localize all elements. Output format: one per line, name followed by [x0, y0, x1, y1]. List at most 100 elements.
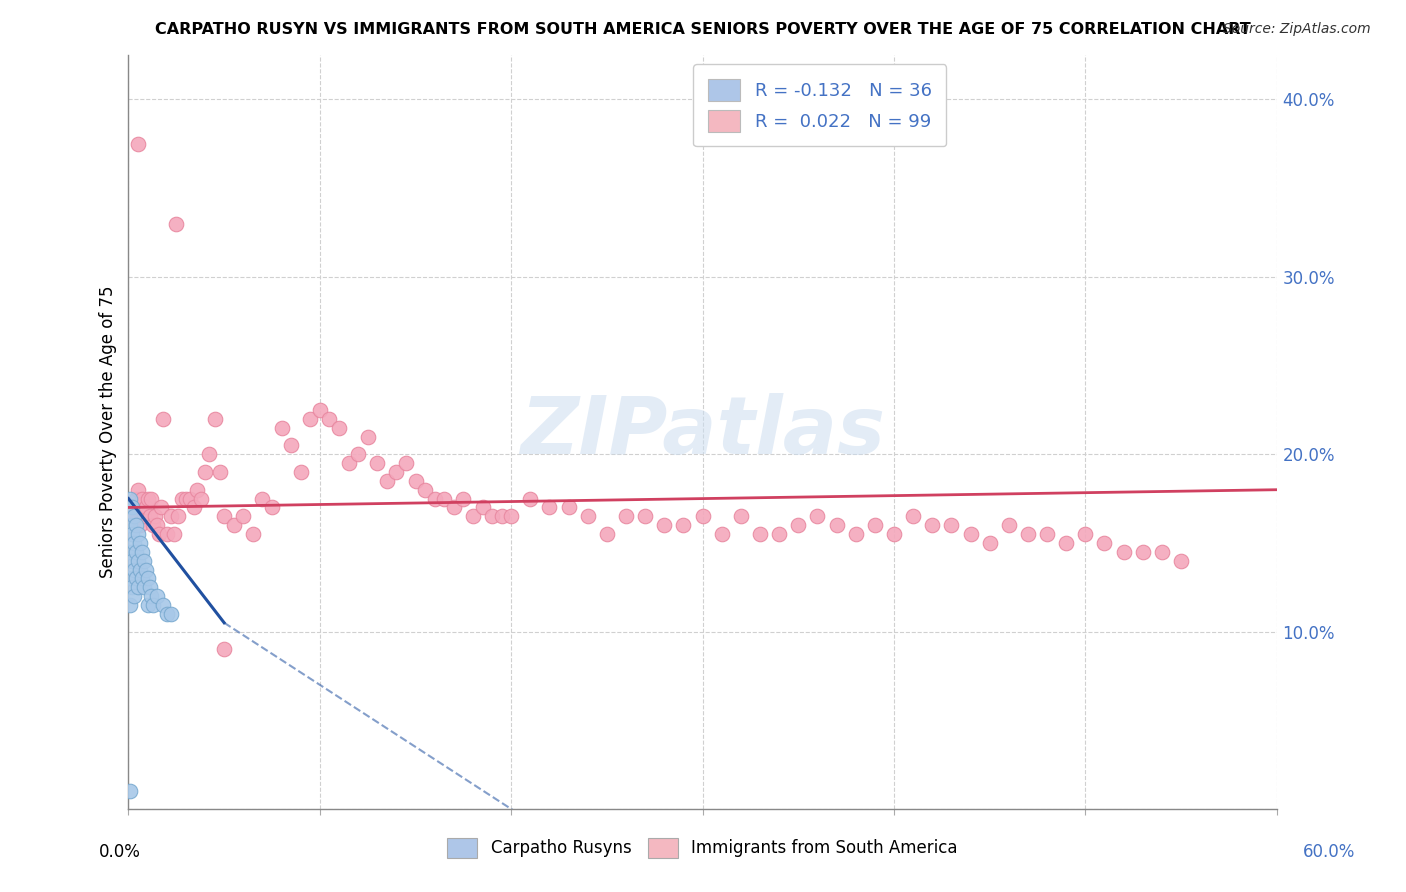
Point: [308, 403, 330, 417]
Point: [121, 527, 143, 541]
Point: [129, 536, 152, 550]
Point: [146, 589, 169, 603]
Point: [127, 483, 149, 497]
Point: [1094, 536, 1116, 550]
Point: [318, 411, 340, 425]
Point: [179, 491, 201, 506]
Point: [122, 562, 145, 576]
Point: [174, 491, 197, 506]
Point: [132, 580, 155, 594]
Point: [883, 527, 905, 541]
Point: [730, 509, 752, 524]
Point: [634, 509, 657, 524]
Point: [135, 500, 157, 515]
Point: [183, 500, 205, 515]
Point: [614, 509, 637, 524]
Point: [129, 562, 152, 576]
Point: [127, 580, 149, 594]
Point: [120, 598, 142, 612]
Point: [159, 509, 181, 524]
Point: [979, 536, 1001, 550]
Point: [152, 598, 174, 612]
Point: [136, 598, 159, 612]
Point: [194, 465, 217, 479]
Point: [1170, 554, 1192, 568]
Point: [596, 527, 619, 541]
Point: [131, 571, 153, 585]
Point: [222, 518, 245, 533]
Text: ZIPatlas: ZIPatlas: [520, 393, 886, 471]
Point: [232, 509, 254, 524]
Point: [132, 554, 155, 568]
Point: [901, 509, 924, 524]
Point: [672, 518, 695, 533]
Point: [252, 491, 274, 506]
Point: [212, 642, 235, 657]
Point: [692, 509, 714, 524]
Point: [150, 500, 173, 515]
Point: [186, 483, 208, 497]
Point: [209, 465, 232, 479]
Point: [768, 527, 790, 541]
Text: 60.0%: 60.0%: [1302, 843, 1355, 861]
Point: [120, 784, 142, 798]
Point: [347, 447, 370, 461]
Point: [127, 136, 149, 151]
Point: [156, 527, 179, 541]
Point: [156, 607, 179, 621]
Point: [146, 518, 169, 533]
Point: [122, 509, 145, 524]
Point: [122, 589, 145, 603]
Y-axis label: Seniors Poverty Over the Age of 75: Seniors Poverty Over the Age of 75: [100, 285, 117, 578]
Point: [652, 518, 675, 533]
Point: [845, 527, 868, 541]
Point: [141, 491, 163, 506]
Point: [710, 527, 733, 541]
Point: [121, 580, 143, 594]
Point: [138, 580, 160, 594]
Point: [260, 500, 283, 515]
Point: [165, 217, 187, 231]
Point: [143, 509, 166, 524]
Point: [519, 491, 541, 506]
Point: [491, 509, 513, 524]
Point: [170, 491, 193, 506]
Point: [198, 447, 221, 461]
Point: [328, 420, 350, 434]
Point: [375, 474, 398, 488]
Point: [299, 411, 322, 425]
Point: [142, 518, 165, 533]
Point: [125, 571, 148, 585]
Point: [471, 500, 494, 515]
Point: [121, 500, 143, 515]
Point: [1132, 545, 1154, 559]
Point: [125, 491, 148, 506]
Point: [121, 554, 143, 568]
Point: [121, 500, 143, 515]
Text: Source: ZipAtlas.com: Source: ZipAtlas.com: [1223, 22, 1371, 37]
Point: [270, 420, 292, 434]
Point: [136, 491, 159, 506]
Point: [357, 429, 380, 443]
Point: [141, 589, 163, 603]
Point: [125, 545, 148, 559]
Point: [131, 491, 153, 506]
Point: [413, 483, 436, 497]
Point: [1054, 536, 1077, 550]
Point: [120, 518, 142, 533]
Point: [122, 509, 145, 524]
Point: [433, 491, 456, 506]
Point: [159, 607, 181, 621]
Point: [204, 411, 226, 425]
Point: [132, 509, 155, 524]
Point: [120, 491, 142, 506]
Point: [1112, 545, 1135, 559]
Point: [135, 562, 157, 576]
Point: [280, 438, 302, 452]
Point: [959, 527, 981, 541]
Point: [127, 554, 149, 568]
Point: [405, 474, 427, 488]
Point: [131, 545, 153, 559]
Point: [806, 509, 828, 524]
Text: CARPATHO RUSYN VS IMMIGRANTS FROM SOUTH AMERICA SENIORS POVERTY OVER THE AGE OF : CARPATHO RUSYN VS IMMIGRANTS FROM SOUTH …: [155, 22, 1251, 37]
